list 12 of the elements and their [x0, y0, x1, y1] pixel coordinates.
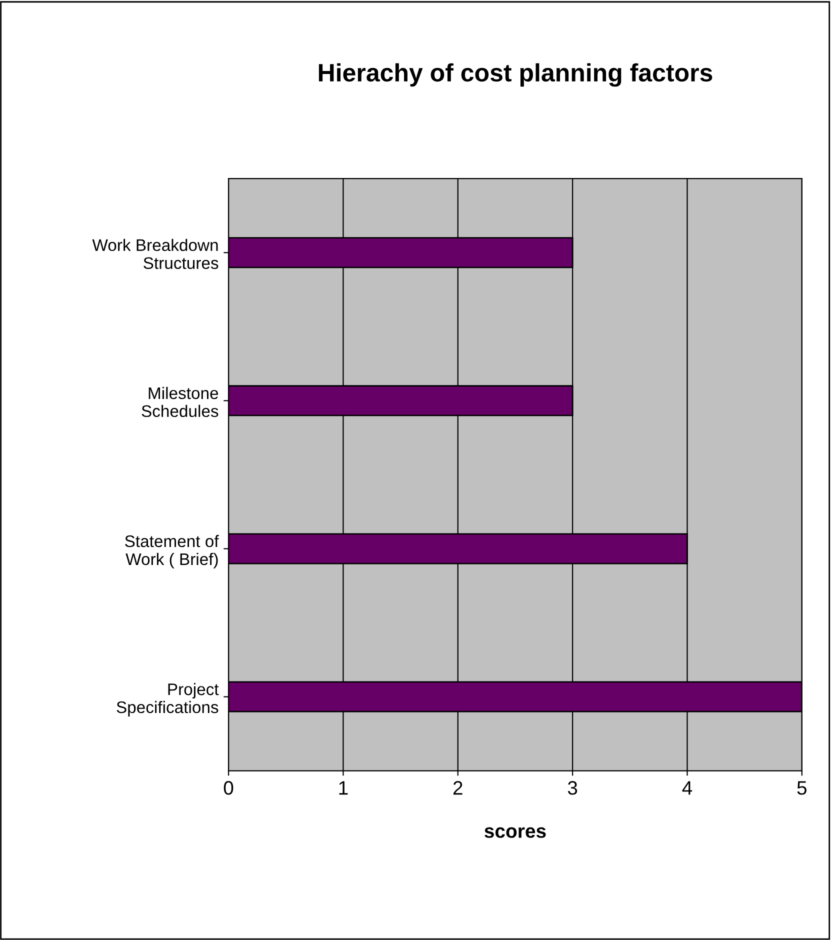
x-axis-title: scores — [484, 827, 546, 838]
y-tick-label: Statement of Work ( Brief) — [125, 534, 219, 568]
y-tick-label: Milestone Schedules — [142, 386, 218, 418]
chart-title: Hierachy of cost planning factors — [318, 63, 712, 87]
x-tick-label: 3 — [568, 781, 578, 795]
y-tick-label: Work Breakdown Structures — [92, 238, 218, 270]
x-tick-label: 0 — [224, 781, 234, 795]
y-tick-label: Project Specifications — [116, 682, 219, 716]
x-tick-label: 2 — [453, 781, 462, 795]
x-tick-label: 5 — [797, 781, 807, 795]
x-tick-label: 4 — [682, 781, 692, 795]
x-tick-label: 1 — [339, 781, 348, 795]
